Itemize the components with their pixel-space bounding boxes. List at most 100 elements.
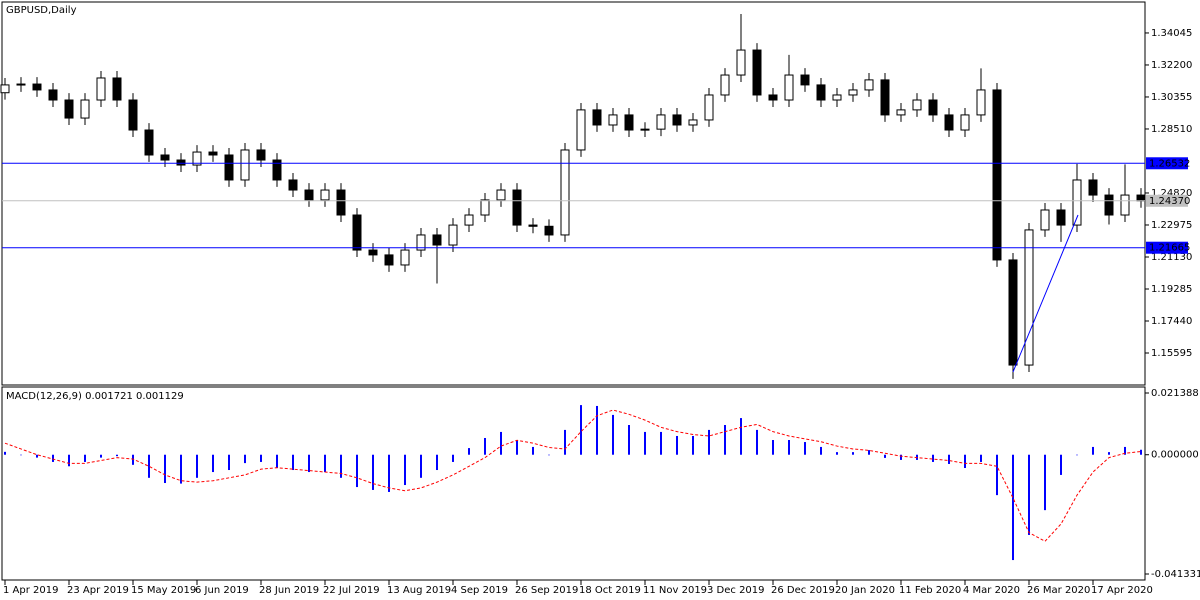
macd-bar (724, 425, 726, 455)
macd-bar (276, 454, 278, 469)
candle-body (816, 84, 826, 101)
y-tick-label: 1.17440 (1151, 316, 1192, 327)
candle-body (512, 189, 522, 226)
x-tick-label: 3 Dec 2019 (707, 585, 765, 596)
macd-bar (164, 454, 166, 484)
macd-bar (212, 454, 214, 473)
candle-body (656, 114, 666, 130)
candle-body (704, 94, 714, 121)
candle-body (752, 49, 762, 96)
macd-bar (1012, 454, 1014, 561)
candle-body (576, 109, 586, 151)
macd-bar (36, 454, 38, 458)
macd-bar (452, 454, 454, 462)
macd-bar (308, 454, 310, 473)
macd-bar (756, 429, 758, 455)
candle-body (208, 151, 218, 156)
candle-body (32, 83, 42, 91)
candle-body (624, 114, 634, 131)
candle-body (784, 74, 794, 101)
candle-body (1088, 179, 1098, 196)
y-tick-label: 1.28510 (1151, 124, 1192, 135)
candle-body (672, 114, 682, 126)
macd-bar (1060, 454, 1062, 475)
macd-bar (932, 454, 934, 462)
macd-bar (1124, 446, 1126, 455)
macd-bar (484, 437, 486, 455)
y-tick-label: 1.15595 (1151, 348, 1192, 359)
candle-body (976, 89, 986, 116)
candle-body (496, 189, 506, 201)
macd-bar (1140, 449, 1142, 455)
y-tick-label: 1.30355 (1151, 92, 1192, 103)
candle-body (224, 154, 234, 181)
macd-bar (548, 454, 550, 456)
candle-body (928, 99, 938, 116)
x-tick-label: 15 May 2019 (131, 585, 196, 596)
candle-body (768, 94, 778, 101)
macd-bar (596, 405, 598, 455)
macd-bar (996, 454, 998, 496)
candle-body (368, 249, 378, 256)
candle-body (560, 149, 570, 236)
y-tick-label: 1.22975 (1151, 220, 1192, 231)
macd-bar (820, 446, 822, 455)
x-tick-label: 11 Feb 2020 (899, 585, 961, 596)
y-tick-label: 1.34045 (1151, 28, 1192, 39)
x-tick-label: 26 Sep 2019 (515, 585, 578, 596)
macd-bar (20, 454, 22, 456)
macd-bar (132, 454, 134, 465)
macd-bar (404, 454, 406, 486)
macd-bar (228, 454, 230, 471)
candle-body (608, 114, 618, 126)
candle-body (192, 151, 202, 166)
candle-body (992, 89, 1002, 261)
candle-body (832, 94, 842, 101)
candle-body (112, 77, 122, 101)
candle-body (1024, 229, 1034, 366)
candle-body (64, 99, 74, 119)
macd-bar (692, 435, 694, 455)
candle-body (640, 128, 650, 131)
macd-bar (612, 414, 614, 455)
macd-bar (644, 431, 646, 455)
candle-body (592, 109, 602, 126)
y-tick-label: 0.000000 (1151, 450, 1199, 461)
candle-body (400, 249, 410, 266)
candle-body (720, 74, 730, 96)
candle-body (240, 149, 250, 181)
x-tick-label: 23 Apr 2019 (67, 585, 129, 596)
candle-body (1040, 209, 1050, 231)
macd-panel (1, 386, 1146, 581)
macd-bar (388, 454, 390, 492)
y-tick-label: 1.19285 (1151, 284, 1192, 295)
price-label: 1.21665 (1149, 243, 1190, 254)
macd-bar (580, 405, 582, 455)
macd-bar (116, 454, 118, 457)
macd-bar (244, 454, 246, 464)
x-tick-label: 6 Jun 2019 (195, 585, 249, 596)
macd-bar (100, 454, 102, 458)
candle-body (272, 159, 282, 181)
macd-bar (84, 454, 86, 462)
macd-bar (4, 451, 6, 455)
macd-bar (884, 454, 886, 458)
macd-bar (436, 454, 438, 471)
macd-bar (628, 425, 630, 455)
macd-bar (788, 440, 790, 455)
macd-bar (148, 454, 150, 478)
x-tick-label: 4 Mar 2020 (963, 585, 1020, 596)
macd-bar (852, 452, 854, 455)
chart-title: GBPUSD,Daily (6, 5, 77, 16)
candle-body (288, 179, 298, 191)
y-tick-label: 1.21130 (1151, 252, 1192, 263)
macd-bar (260, 454, 262, 462)
macd-bar (1076, 454, 1078, 456)
macd-bar (980, 454, 982, 462)
macd-bar (740, 418, 742, 455)
candle-body (1136, 194, 1146, 202)
candle-body (352, 214, 362, 251)
candle-body (464, 214, 474, 226)
candle-body (1120, 194, 1130, 216)
candle-body (80, 99, 90, 119)
